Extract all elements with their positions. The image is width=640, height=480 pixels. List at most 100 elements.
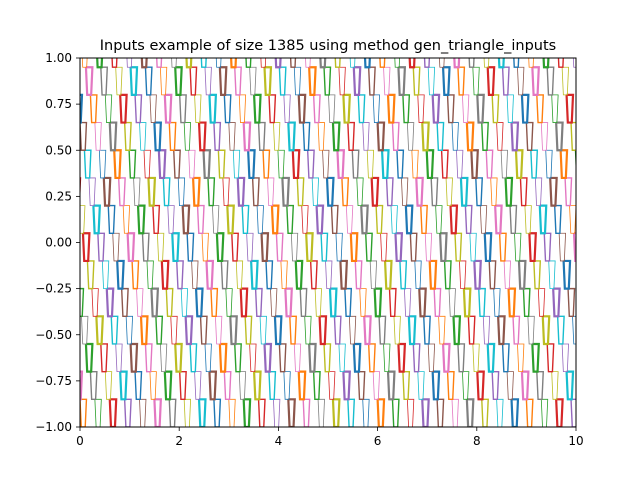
series-line: [383, 343, 391, 373]
series-line: [152, 204, 161, 234]
series-line: [318, 315, 328, 346]
series-line: [112, 232, 120, 262]
series-line: [113, 149, 122, 180]
y-tick-label: 1.00: [45, 51, 72, 65]
series-line: [246, 232, 254, 262]
series-line: [242, 121, 252, 152]
series-line: [517, 259, 527, 290]
series-line: [439, 232, 448, 263]
series-line: [440, 149, 449, 179]
series-line: [120, 287, 129, 317]
series-line: [80, 93, 84, 124]
series-line: [478, 287, 486, 317]
series-line: [418, 287, 427, 318]
series-line: [100, 66, 109, 96]
series-line: [491, 94, 500, 124]
series-line: [507, 287, 517, 318]
series-line: [559, 149, 569, 180]
series-line: [555, 121, 564, 152]
series-line: [314, 288, 322, 317]
series-line: [213, 398, 222, 427]
series-line: [531, 342, 540, 373]
series-line: [119, 93, 128, 124]
series-line: [457, 66, 466, 96]
series-line: [89, 370, 98, 401]
series-line: [564, 177, 573, 207]
series-line: [115, 66, 123, 96]
series-line: [417, 371, 425, 400]
series-line: [251, 177, 260, 207]
series-line: [247, 149, 256, 180]
series-line: [549, 176, 558, 207]
series-line: [231, 232, 239, 262]
series-line: [428, 259, 438, 290]
series-line: [570, 121, 576, 151]
y-tick-label: 0.75: [45, 97, 72, 111]
series-line: [570, 398, 576, 427]
series-line: [524, 205, 532, 234]
series-line: [320, 232, 329, 262]
series-line: [179, 370, 187, 401]
series-line: [506, 371, 514, 400]
series-line: [283, 94, 291, 123]
series-line: [531, 66, 540, 97]
series-line: [472, 343, 480, 373]
series-line: [143, 149, 151, 179]
series-line: [205, 259, 215, 290]
series-line: [273, 315, 283, 346]
series-line: [238, 371, 247, 400]
series-line: [533, 260, 542, 290]
series-line: [365, 232, 373, 262]
y-tick-label: −0.25: [35, 282, 72, 296]
series-line: [362, 398, 370, 427]
series-line: [344, 287, 353, 317]
series-line: [403, 288, 412, 317]
series-line: [183, 398, 192, 427]
series-line: [116, 259, 125, 290]
series-line: [94, 122, 102, 151]
series-line: [123, 121, 132, 151]
series-line: [89, 94, 98, 124]
series-line: [262, 149, 271, 179]
series-line: [134, 94, 143, 124]
series-line: [363, 315, 372, 346]
series-line: [134, 370, 143, 401]
series-line: [514, 149, 524, 180]
series-line: [551, 371, 559, 400]
series-line: [147, 176, 157, 207]
series-line: [342, 370, 351, 401]
series-line: [565, 370, 575, 401]
series-line: [189, 343, 198, 373]
series-line: [184, 315, 194, 346]
series-line: [325, 176, 335, 207]
series-line: [215, 232, 225, 263]
series-line: [194, 287, 204, 318]
series-line: [293, 343, 302, 373]
series-line: [430, 177, 439, 207]
series-line: [441, 342, 451, 373]
y-tick-label: −1.00: [35, 420, 72, 434]
series-line: [366, 149, 375, 179]
series-line: [122, 205, 131, 234]
series-line: [302, 398, 311, 427]
series-line: [431, 370, 441, 401]
series-line: [391, 398, 400, 427]
series-line: [465, 398, 475, 427]
series-line: [498, 232, 507, 262]
series-line: [273, 398, 281, 427]
series-line: [510, 398, 520, 427]
series-line: [110, 315, 119, 345]
series-line: [215, 315, 223, 345]
series-line: [242, 398, 252, 427]
series-line: [551, 94, 559, 123]
series-line: [325, 260, 333, 290]
series-line: [481, 121, 489, 151]
series-line: [104, 94, 113, 123]
series-line: [204, 343, 212, 373]
series-line: [139, 315, 149, 346]
series-line: [401, 177, 409, 207]
series-line: [370, 176, 380, 207]
series-line: [308, 66, 317, 97]
series-line: [168, 121, 177, 151]
series-line: [476, 93, 485, 124]
